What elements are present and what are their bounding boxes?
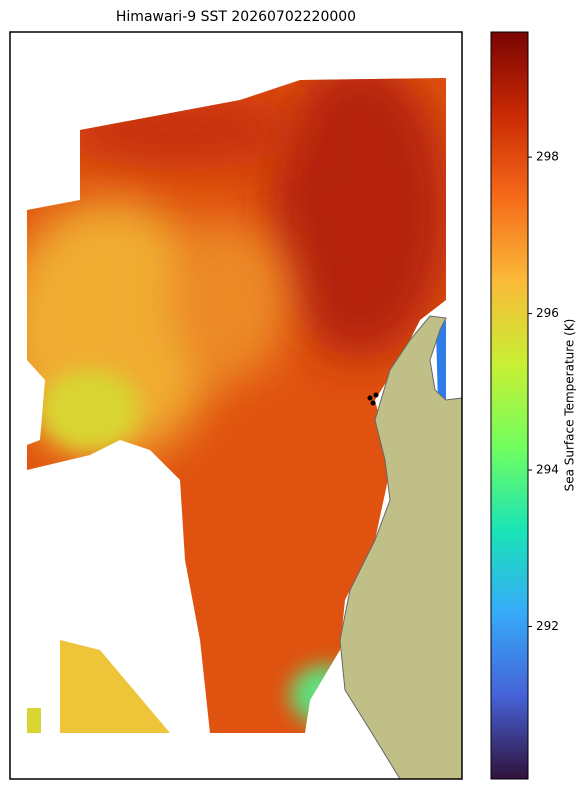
colorbar-tick-label: 292	[536, 619, 559, 633]
colorbar-label: Sea Surface Temperature (K)	[563, 319, 577, 492]
marker	[370, 400, 376, 406]
marker	[373, 392, 379, 398]
colorbar-tick-label: 298	[536, 150, 559, 164]
chart-title: Himawari-9 SST 20260702220000	[116, 9, 356, 25]
marker	[367, 395, 373, 401]
map-frame	[9, 31, 463, 780]
land	[339, 315, 463, 780]
colorbar-tick-label: 296	[536, 306, 559, 320]
colorbar-tick-label: 294	[536, 463, 559, 477]
colorbar	[490, 31, 529, 780]
coastal-water	[436, 320, 446, 410]
